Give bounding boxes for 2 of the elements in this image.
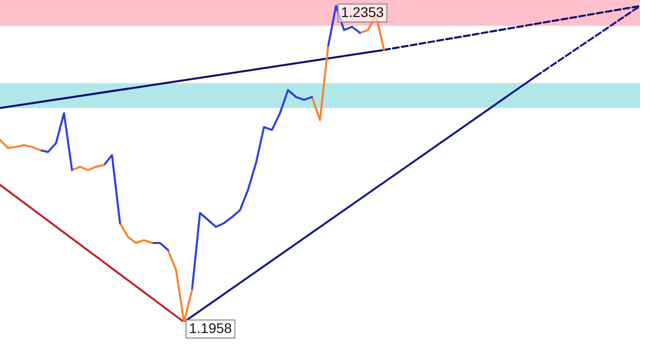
annotation: 1.2353 bbox=[341, 4, 384, 20]
annotation: 1.1958 bbox=[189, 320, 232, 336]
